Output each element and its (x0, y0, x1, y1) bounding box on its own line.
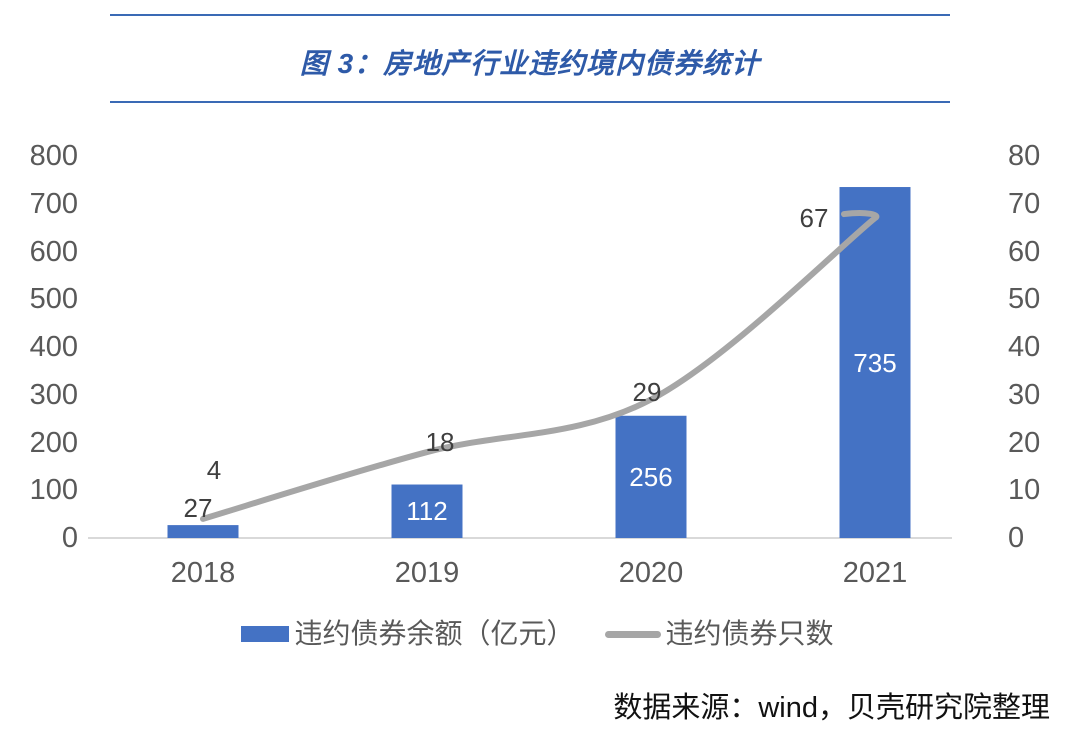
right-axis-tick: 60 (1008, 235, 1041, 268)
legend-item-bar-series: 违约债券余额（亿元） (241, 616, 575, 652)
x-axis-label: 2020 (618, 557, 684, 589)
title-rule-bottom (110, 101, 950, 103)
right-axis-tick: 10 (1008, 474, 1041, 507)
right-axis-tick: 40 (1008, 331, 1041, 363)
right-axis-tick: 70 (1008, 187, 1041, 220)
bar-data-label: 256 (629, 461, 673, 492)
left-axis-tick: 100 (29, 474, 78, 507)
right-axis-tick: 30 (1008, 378, 1041, 411)
bar-2019 (391, 484, 463, 538)
x-axis-label: 2018 (170, 557, 236, 589)
legend: 违约债券余额（亿元） 违约债券只数 (0, 616, 1075, 652)
x-axis-label: 2021 (842, 557, 908, 589)
line-data-label: 29 (632, 376, 662, 407)
bar-2021 (839, 187, 911, 538)
line-data-label: 67 (799, 203, 829, 234)
figure-title: 图 3：房地产行业违约境内债券统计 (299, 48, 761, 79)
x-axis-label: 2019 (394, 557, 460, 589)
left-axis-tick: 300 (29, 378, 78, 411)
data-source: 数据来源：wind，贝壳研究院整理 (613, 692, 1050, 724)
left-axis-tick: 200 (29, 426, 78, 459)
bar-series-swatch (241, 626, 290, 642)
legend-label-line-series: 违约债券只数 (665, 618, 834, 649)
bar-2018 (167, 525, 239, 538)
right-axis-tick: 0 (1008, 522, 1025, 554)
left-axis-tick: 0 (61, 522, 78, 554)
title-rule-top (110, 14, 950, 16)
right-axis-tick: 50 (1008, 283, 1041, 316)
right-axis-tick: 20 (1008, 426, 1041, 459)
left-axis-tick: 500 (29, 283, 78, 316)
legend-label-bar-series: 违约债券余额（亿元） (294, 618, 575, 649)
defaulted-bond-count-line (200, 210, 880, 522)
line-series-swatch (604, 630, 661, 638)
left-axis-tick: 600 (29, 235, 78, 268)
left-axis-tick: 400 (29, 331, 78, 363)
line-data-label: 4 (206, 454, 222, 485)
line-data-label: 18 (425, 427, 455, 458)
right-axis-tick: 80 (1008, 140, 1041, 172)
left-axis-tick: 700 (29, 187, 78, 220)
bar-data-label: 735 (853, 347, 897, 378)
bar-data-label: 112 (406, 496, 448, 527)
left-axis-tick: 800 (29, 140, 78, 172)
legend-item-line-series: 违约债券只数 (604, 616, 834, 652)
bar-2020 (615, 415, 687, 538)
bar-data-label: 27 (183, 493, 213, 524)
